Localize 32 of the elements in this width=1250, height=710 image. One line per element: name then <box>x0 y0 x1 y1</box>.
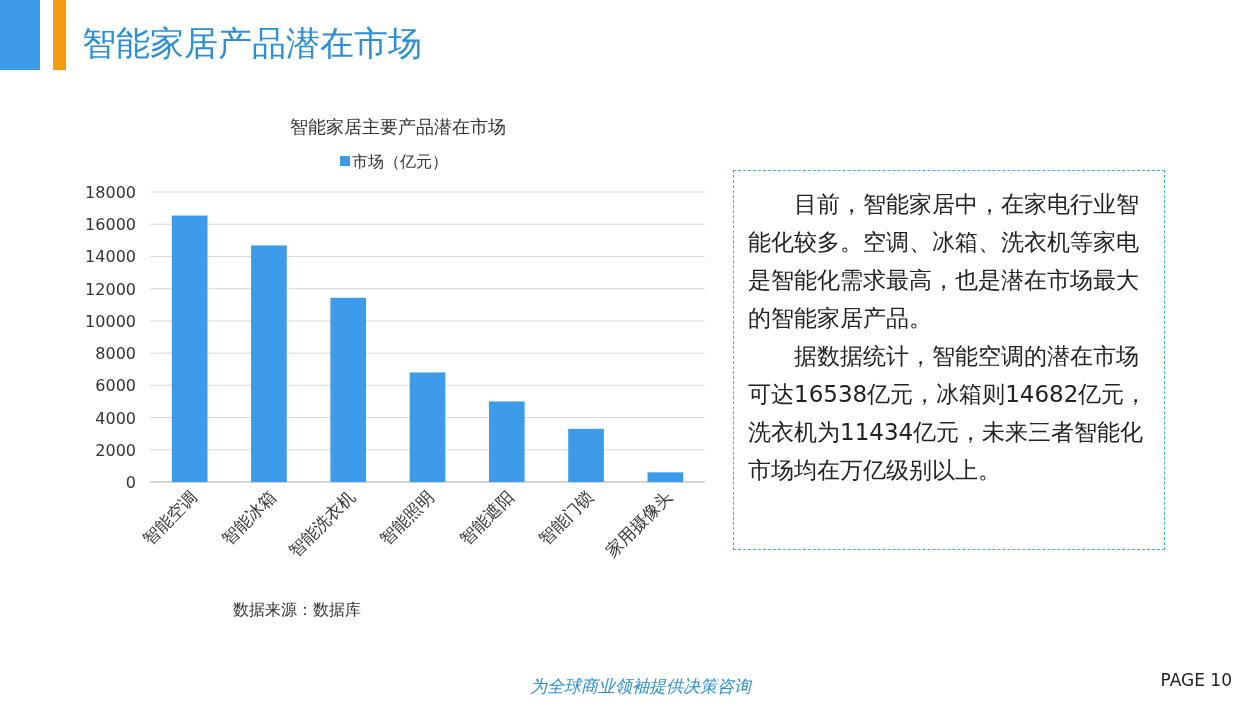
x-tick-label: 智能空调 <box>138 486 201 549</box>
bar <box>409 372 446 482</box>
y-tick-label: 4000 <box>95 408 136 428</box>
bar <box>251 245 287 482</box>
x-tick-label: 智能洗衣机 <box>284 486 360 561</box>
chart-title: 智能家居产品潜在市场 <box>82 23 422 63</box>
y-tick-label: 0 <box>125 473 136 492</box>
source-note: 数据来源：数据库 <box>233 600 361 619</box>
y-tick-label: 12000 <box>85 279 136 299</box>
y-tick-label: 6000 <box>95 376 136 396</box>
y-tick-label: 16000 <box>85 215 136 235</box>
text: 为全球商业领袖提供决策咨询 <box>529 676 753 696</box>
y-tick-label: 18000 <box>85 183 136 202</box>
text: PAGE 10 <box>1160 670 1232 690</box>
x-tick-label: 家用摄像头 <box>601 486 677 561</box>
legend-label: 市场（亿元） <box>352 152 448 171</box>
text: 据数据统计，智能空调的潜在市场可达16538亿元，冰箱则14682亿元，洗衣机为11434亿元，未来三者智能化市场均在万亿级别以上。 <box>748 342 1149 485</box>
x-tick-label: 智能门锁 <box>534 486 597 549</box>
x-tick-label: 智能照明 <box>376 486 439 549</box>
bar <box>171 215 208 482</box>
y-tick-label: 2000 <box>95 440 136 460</box>
y-tick-label: 8000 <box>95 344 136 364</box>
bar <box>330 297 367 482</box>
x-tick-label: 智能遮阳 <box>455 486 518 549</box>
bar <box>647 472 684 482</box>
bar <box>488 401 525 482</box>
chart-subtitle: 智能家居主要产品潜在市场 <box>290 116 506 137</box>
y-tick-label: 10000 <box>85 311 136 331</box>
y-tick-label: 14000 <box>85 247 136 267</box>
bar <box>568 428 604 482</box>
x-tick-label: 智能冰箱 <box>217 486 280 549</box>
text: 目前，智能家居中，在家电行业智能化较多。空调、冰箱、洗衣机等家电是智能化需求最高，也是潜在市场最大的智能家居产品。 <box>748 190 1140 333</box>
